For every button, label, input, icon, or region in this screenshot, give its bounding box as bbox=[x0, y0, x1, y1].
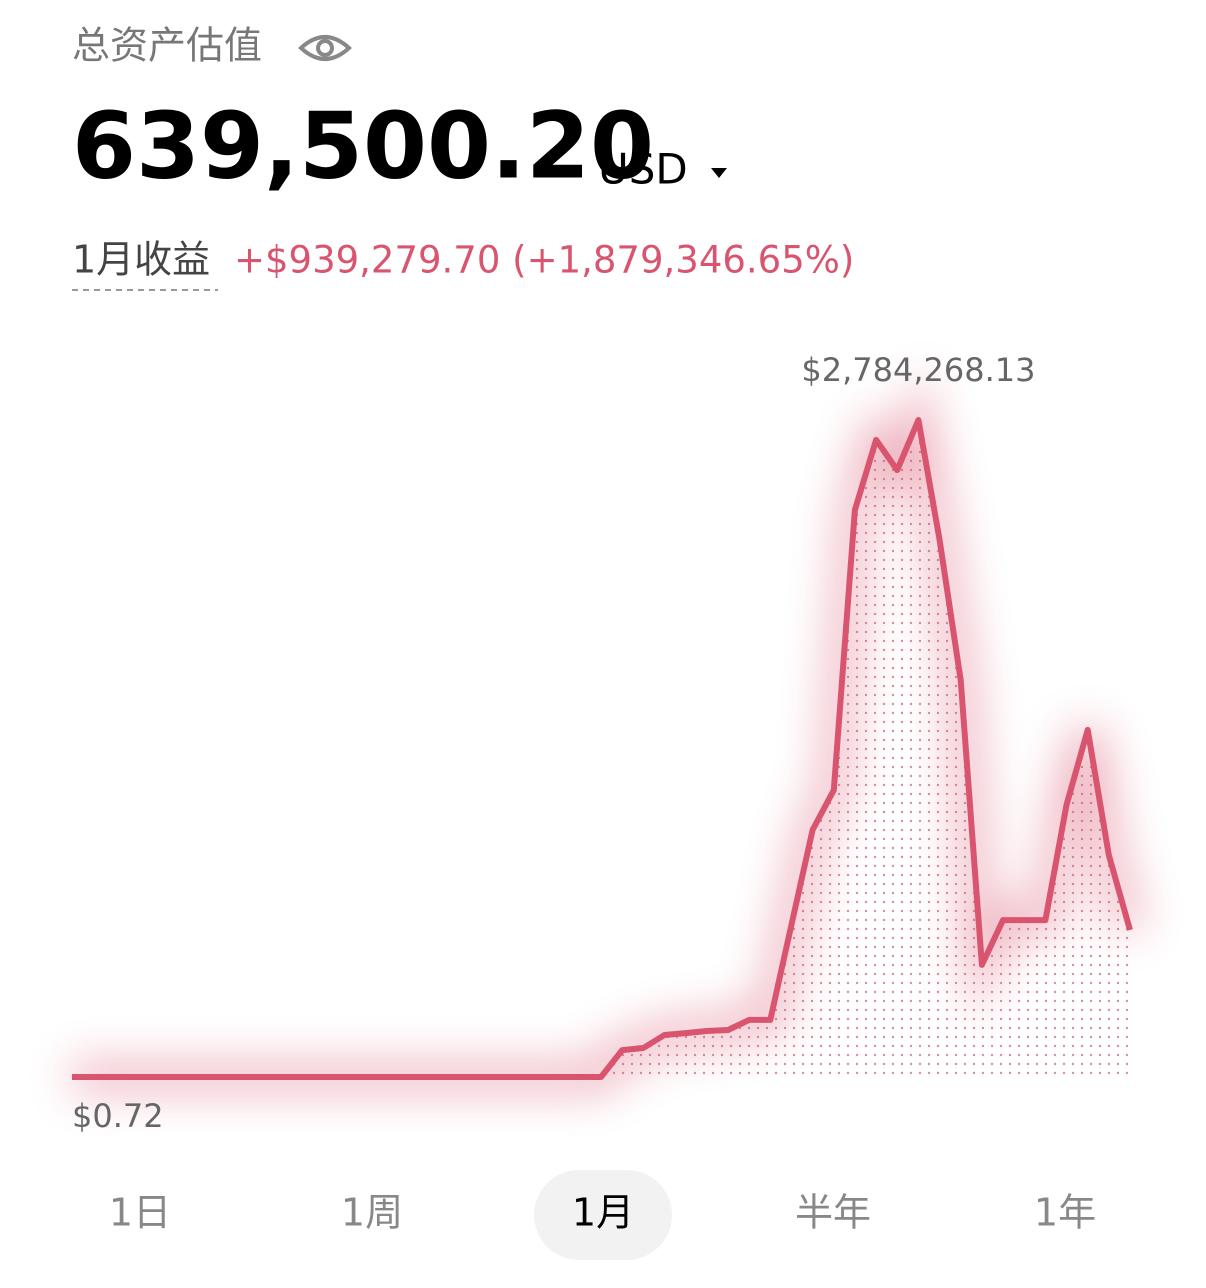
line bbox=[72, 417, 1133, 1080]
pnl-value: +$939,279.70 (+1,879,346.65%) bbox=[234, 239, 854, 282]
tab[interactable]: 1周 bbox=[341, 1191, 403, 1235]
currency[interactable]: USD bbox=[598, 145, 688, 194]
tabs: 1日 1周 1月 半年 1年 bbox=[109, 1191, 1096, 1235]
total-value: 639,500.20 bbox=[72, 92, 654, 199]
tab[interactable]: 半年 bbox=[795, 1191, 871, 1235]
area-fill bbox=[72, 420, 1130, 1077]
tab[interactable]: 1日 bbox=[109, 1191, 171, 1235]
max-label: $2,784,268.13 bbox=[801, 351, 1035, 389]
title: 总资产估值 bbox=[72, 24, 262, 68]
line-glow bbox=[72, 367, 1145, 1092]
eye-icon[interactable] bbox=[298, 35, 352, 61]
selected-tab-bg bbox=[534, 1170, 672, 1260]
tab[interactable]: 1月 bbox=[572, 1191, 634, 1235]
dropdown-arrow[interactable] bbox=[711, 168, 727, 178]
pnl-label[interactable]: 1月收益 bbox=[72, 238, 210, 282]
chart: $2,784,268.13 $0.72 bbox=[72, 351, 1145, 1135]
min-label: $0.72 bbox=[72, 1097, 164, 1135]
tab[interactable]: 1年 bbox=[1034, 1191, 1096, 1235]
